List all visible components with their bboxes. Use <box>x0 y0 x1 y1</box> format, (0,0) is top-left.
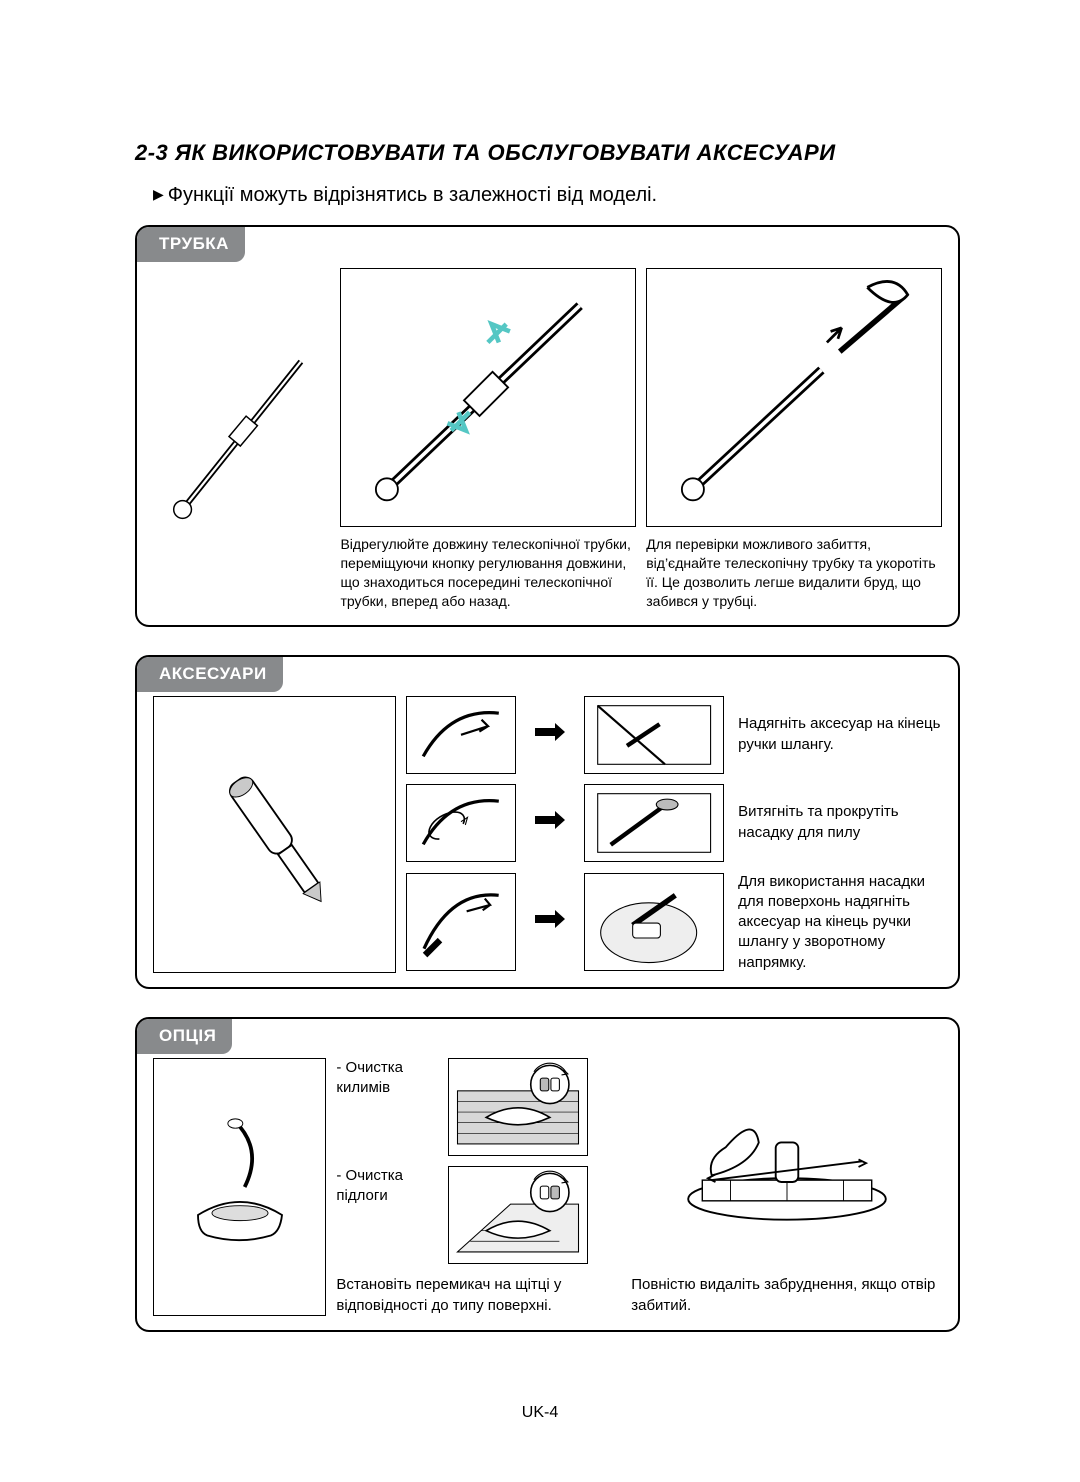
section-subheading: Функції можуть відрізнятись в залежності… <box>153 184 960 207</box>
pipe-svg-2 <box>341 269 635 526</box>
opt-carpet-label: - Очистка килимів <box>336 1058 436 1099</box>
acc-row2-text: Витягніть та прокрутіть насадку для пилу <box>738 802 942 843</box>
pipe-illustration-detach <box>646 268 942 527</box>
pipe-illustration-adjust <box>340 268 636 527</box>
acc-row1-text: Надягніть аксесуар на кінець ручки шланг… <box>738 714 942 755</box>
pipe-svg-1 <box>153 332 330 539</box>
opt-floor-label: - Очистка підлоги <box>336 1166 436 1207</box>
pipe-text-adjust: Відрегулюйте довжину телескопічної трубк… <box>340 535 636 611</box>
opt-carpet-fig <box>448 1058 588 1156</box>
arrow-icon <box>530 909 570 935</box>
accessory-section: АКСЕСУАРИ <box>135 655 960 989</box>
acc-row1-fig1 <box>406 696 516 774</box>
opt-floor-fig <box>448 1166 588 1264</box>
arrow-icon <box>530 722 570 748</box>
acc-row3-fig2 <box>584 873 724 971</box>
section-heading: 2-3 ЯК ВИКОРИСТОВУВАТИ ТА ОБСЛУГОВУВАТИ … <box>135 140 960 166</box>
acc-row2-fig2 <box>584 784 724 862</box>
acc-row3-text: Для використання насадки для поверхонь н… <box>738 872 942 973</box>
opt-block-text: Повністю видаліть забруднення, якщо отві… <box>631 1274 942 1316</box>
option-section: ОПЦІЯ - Очистка килимів <box>135 1017 960 1332</box>
opt-clean-illustration <box>631 1058 942 1274</box>
page-number: UK-4 <box>0 1404 1080 1422</box>
acc-row1-fig2 <box>584 696 724 774</box>
accessory-main-svg <box>210 734 340 934</box>
opt-switch-text: Встановіть перемикач на щітці у відповід… <box>336 1274 621 1316</box>
pipe-section: ТРУБКА <box>135 225 960 627</box>
option-tab: ОПЦІЯ <box>137 1019 232 1054</box>
pipe-svg-3 <box>647 269 941 526</box>
option-brush-illustration <box>153 1058 326 1316</box>
acc-row3-fig1 <box>406 873 516 971</box>
arrow-icon <box>530 810 570 836</box>
pipe-text-detach: Для перевірки можливого забиття, від’єдн… <box>646 535 942 611</box>
acc-row2-fig1 <box>406 784 516 862</box>
pipe-tab: ТРУБКА <box>137 227 245 262</box>
pipe-illustration-collapsed <box>153 268 330 603</box>
accessory-main-illustration <box>153 696 396 973</box>
accessory-tab: АКСЕСУАРИ <box>137 657 283 692</box>
